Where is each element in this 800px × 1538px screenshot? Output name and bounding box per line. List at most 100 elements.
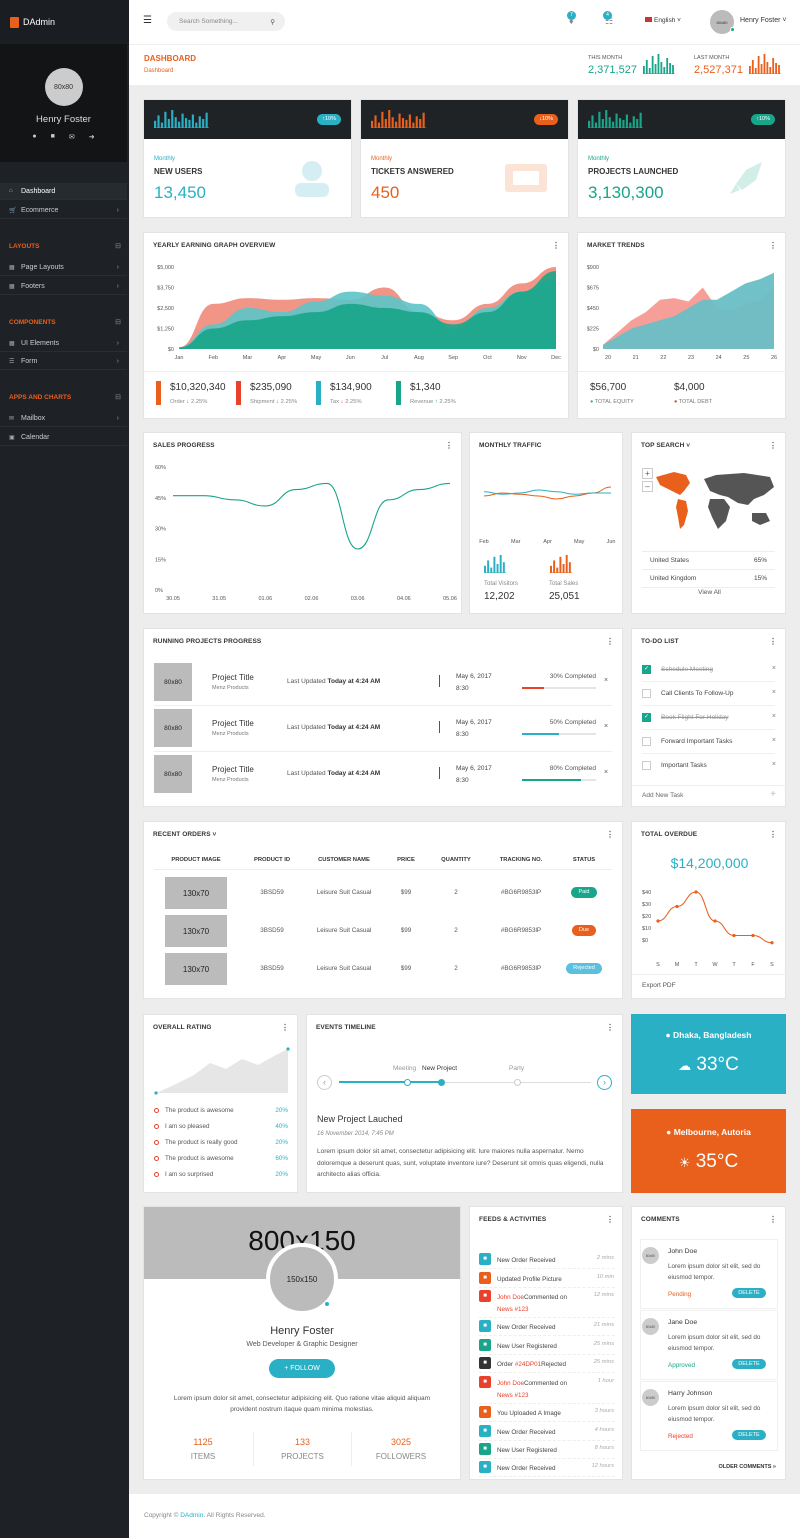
search-icon[interactable]: ⚲ (270, 18, 275, 26)
close-icon[interactable]: × (604, 769, 609, 776)
sidebar-item-ui-elements[interactable]: ▦ UI Elements › (0, 335, 127, 352)
column-header[interactable]: QUANTITY (441, 857, 471, 863)
more-icon[interactable]: ⋮ (606, 637, 614, 646)
data-point[interactable] (694, 890, 698, 894)
more-icon[interactable]: ⋮ (769, 241, 777, 250)
close-icon[interactable]: × (771, 665, 776, 672)
more-icon[interactable]: ⋮ (552, 241, 560, 250)
feed-item[interactable]: You Uploaded A Image (497, 1408, 561, 1420)
close-icon[interactable]: × (771, 761, 776, 768)
hamburger-icon[interactable]: ☰ (143, 15, 152, 26)
footer-brand-link[interactable]: DAdmin (180, 1512, 204, 1519)
more-icon[interactable]: ⋮ (606, 1215, 614, 1224)
todo-checkbox[interactable] (642, 761, 651, 770)
more-icon[interactable]: ⋮ (445, 441, 453, 450)
column-header[interactable]: TRACKING NO. (499, 857, 543, 863)
collapse-icon[interactable]: ⊟ (115, 243, 121, 250)
avatar[interactable]: 80x80 (642, 1389, 659, 1406)
older-comments-link[interactable]: OLDER COMMENTS » (718, 1464, 776, 1470)
timeline-dot[interactable] (404, 1079, 411, 1086)
sidebar-item-calendar[interactable]: ▣ Calendar (0, 429, 127, 446)
feed-item[interactable]: John DoeCommented on News #123 (497, 1378, 567, 1402)
close-icon[interactable]: × (604, 677, 609, 684)
card-title[interactable]: RECENT ORDERS ˅ (153, 831, 217, 838)
data-point[interactable] (675, 904, 679, 909)
close-icon[interactable]: × (771, 689, 776, 696)
feed-link[interactable]: John Doe (497, 1294, 524, 1301)
more-icon[interactable]: ⋮ (769, 1215, 777, 1224)
logout-icon[interactable]: ➜ (88, 134, 95, 141)
follow-button[interactable]: + FOLLOW (269, 1359, 335, 1378)
more-icon[interactable]: ⋮ (606, 1023, 614, 1032)
todo-checkbox[interactable]: ✓ (642, 713, 651, 722)
close-icon[interactable]: × (771, 737, 776, 744)
close-icon[interactable]: × (771, 713, 776, 720)
cart-icon[interactable]: ☷ (605, 16, 614, 26)
sidebar-item-footers[interactable]: ▦ Footers › (0, 278, 127, 295)
avatar[interactable]: 80x80 (642, 1318, 659, 1335)
plus-icon[interactable]: + (770, 789, 776, 800)
feed-item[interactable]: Order #24DP01Rejected (497, 1359, 566, 1371)
todo-checkbox[interactable] (642, 689, 651, 698)
mail-icon[interactable]: ✉ (68, 134, 75, 141)
data-point[interactable] (751, 933, 755, 938)
project-title[interactable]: Project Title (212, 673, 254, 682)
data-point[interactable] (713, 919, 717, 923)
timeline-label-active[interactable]: New Project (422, 1065, 458, 1072)
column-header[interactable]: PRICE (397, 857, 415, 863)
next-button[interactable]: › (597, 1075, 612, 1090)
brand[interactable]: DAdmin (0, 0, 129, 44)
feed-item[interactable]: John DoeCommented on News #123 (497, 1292, 567, 1316)
more-icon[interactable]: ⋮ (606, 830, 614, 839)
delete-button[interactable]: DELETE (732, 1359, 766, 1369)
card-title[interactable]: TOP SEARCH ˅ (641, 442, 691, 449)
timeline-dot[interactable] (514, 1079, 521, 1086)
sidebar-item-form[interactable]: ☰ Form › (0, 353, 127, 370)
column-header[interactable]: PRODUCT ID (253, 857, 291, 863)
table-row[interactable]: United States 65% (642, 551, 775, 567)
column-header[interactable]: PRODUCT IMAGE (171, 857, 221, 863)
view-all-link[interactable]: View All (698, 589, 721, 596)
feed-link[interactable]: John Doe (497, 1380, 524, 1387)
more-icon[interactable]: ⋮ (769, 441, 777, 450)
sidebar-item-ecommerce[interactable]: 🛒 Ecommerce › (0, 202, 127, 219)
todo-checkbox[interactable] (642, 737, 651, 746)
project-title[interactable]: Project Title (212, 719, 254, 728)
feed-item[interactable]: New User Registered (497, 1445, 557, 1457)
delete-button[interactable]: DELETE (732, 1288, 766, 1298)
user-menu[interactable]: Henry Foster ˅ (740, 17, 787, 24)
table-row[interactable]: United Kingdom 15% (642, 569, 775, 585)
sidebar-item-mailbox[interactable]: ✉ Mailbox › (0, 410, 127, 427)
feed-item[interactable]: New Order Received (497, 1463, 555, 1475)
delete-button[interactable]: DELETE (732, 1430, 766, 1440)
more-icon[interactable]: ⋮ (769, 637, 777, 646)
feed-item[interactable]: New Order Received (497, 1255, 555, 1267)
zoom-out-button[interactable]: – (642, 481, 653, 492)
feed-item[interactable]: Updated Profile Picture (497, 1274, 562, 1286)
column-header[interactable]: CUSTOMER NAME (318, 857, 370, 863)
user-icon[interactable]: ● (32, 133, 37, 140)
zoom-in-button[interactable]: + (642, 468, 653, 479)
breadcrumb[interactable]: Dashboard (144, 68, 174, 74)
feed-item[interactable]: New User Registered (497, 1341, 557, 1353)
prev-button[interactable]: ‹ (317, 1075, 332, 1090)
feed-link[interactable]: News #123 (497, 1306, 529, 1313)
data-point[interactable] (770, 941, 774, 945)
language-select[interactable]: English ˅ (645, 17, 681, 24)
feed-link[interactable]: News #123 (497, 1392, 529, 1399)
feed-link[interactable]: #24DP01 (514, 1361, 542, 1368)
export-pdf-link[interactable]: Export PDF (642, 982, 676, 989)
collapse-icon[interactable]: ⊟ (115, 319, 121, 326)
project-title[interactable]: Project Title (212, 765, 254, 774)
more-icon[interactable]: ⋮ (769, 830, 777, 839)
world-map[interactable] (654, 469, 776, 541)
close-icon[interactable]: × (604, 723, 609, 730)
collapse-icon[interactable]: ⊟ (115, 394, 121, 401)
feed-item[interactable]: New Order Received (497, 1322, 555, 1334)
timeline-label[interactable]: Party (509, 1065, 525, 1072)
timeline-label[interactable]: Meeting (393, 1065, 417, 1072)
sidebar-item-dashboard[interactable]: ⌂ Dashboard (0, 183, 127, 200)
timeline-dot-active[interactable] (438, 1079, 445, 1086)
sidebar-item-page-layouts[interactable]: ▦ Page Layouts › (0, 259, 127, 276)
data-point[interactable] (656, 919, 660, 923)
